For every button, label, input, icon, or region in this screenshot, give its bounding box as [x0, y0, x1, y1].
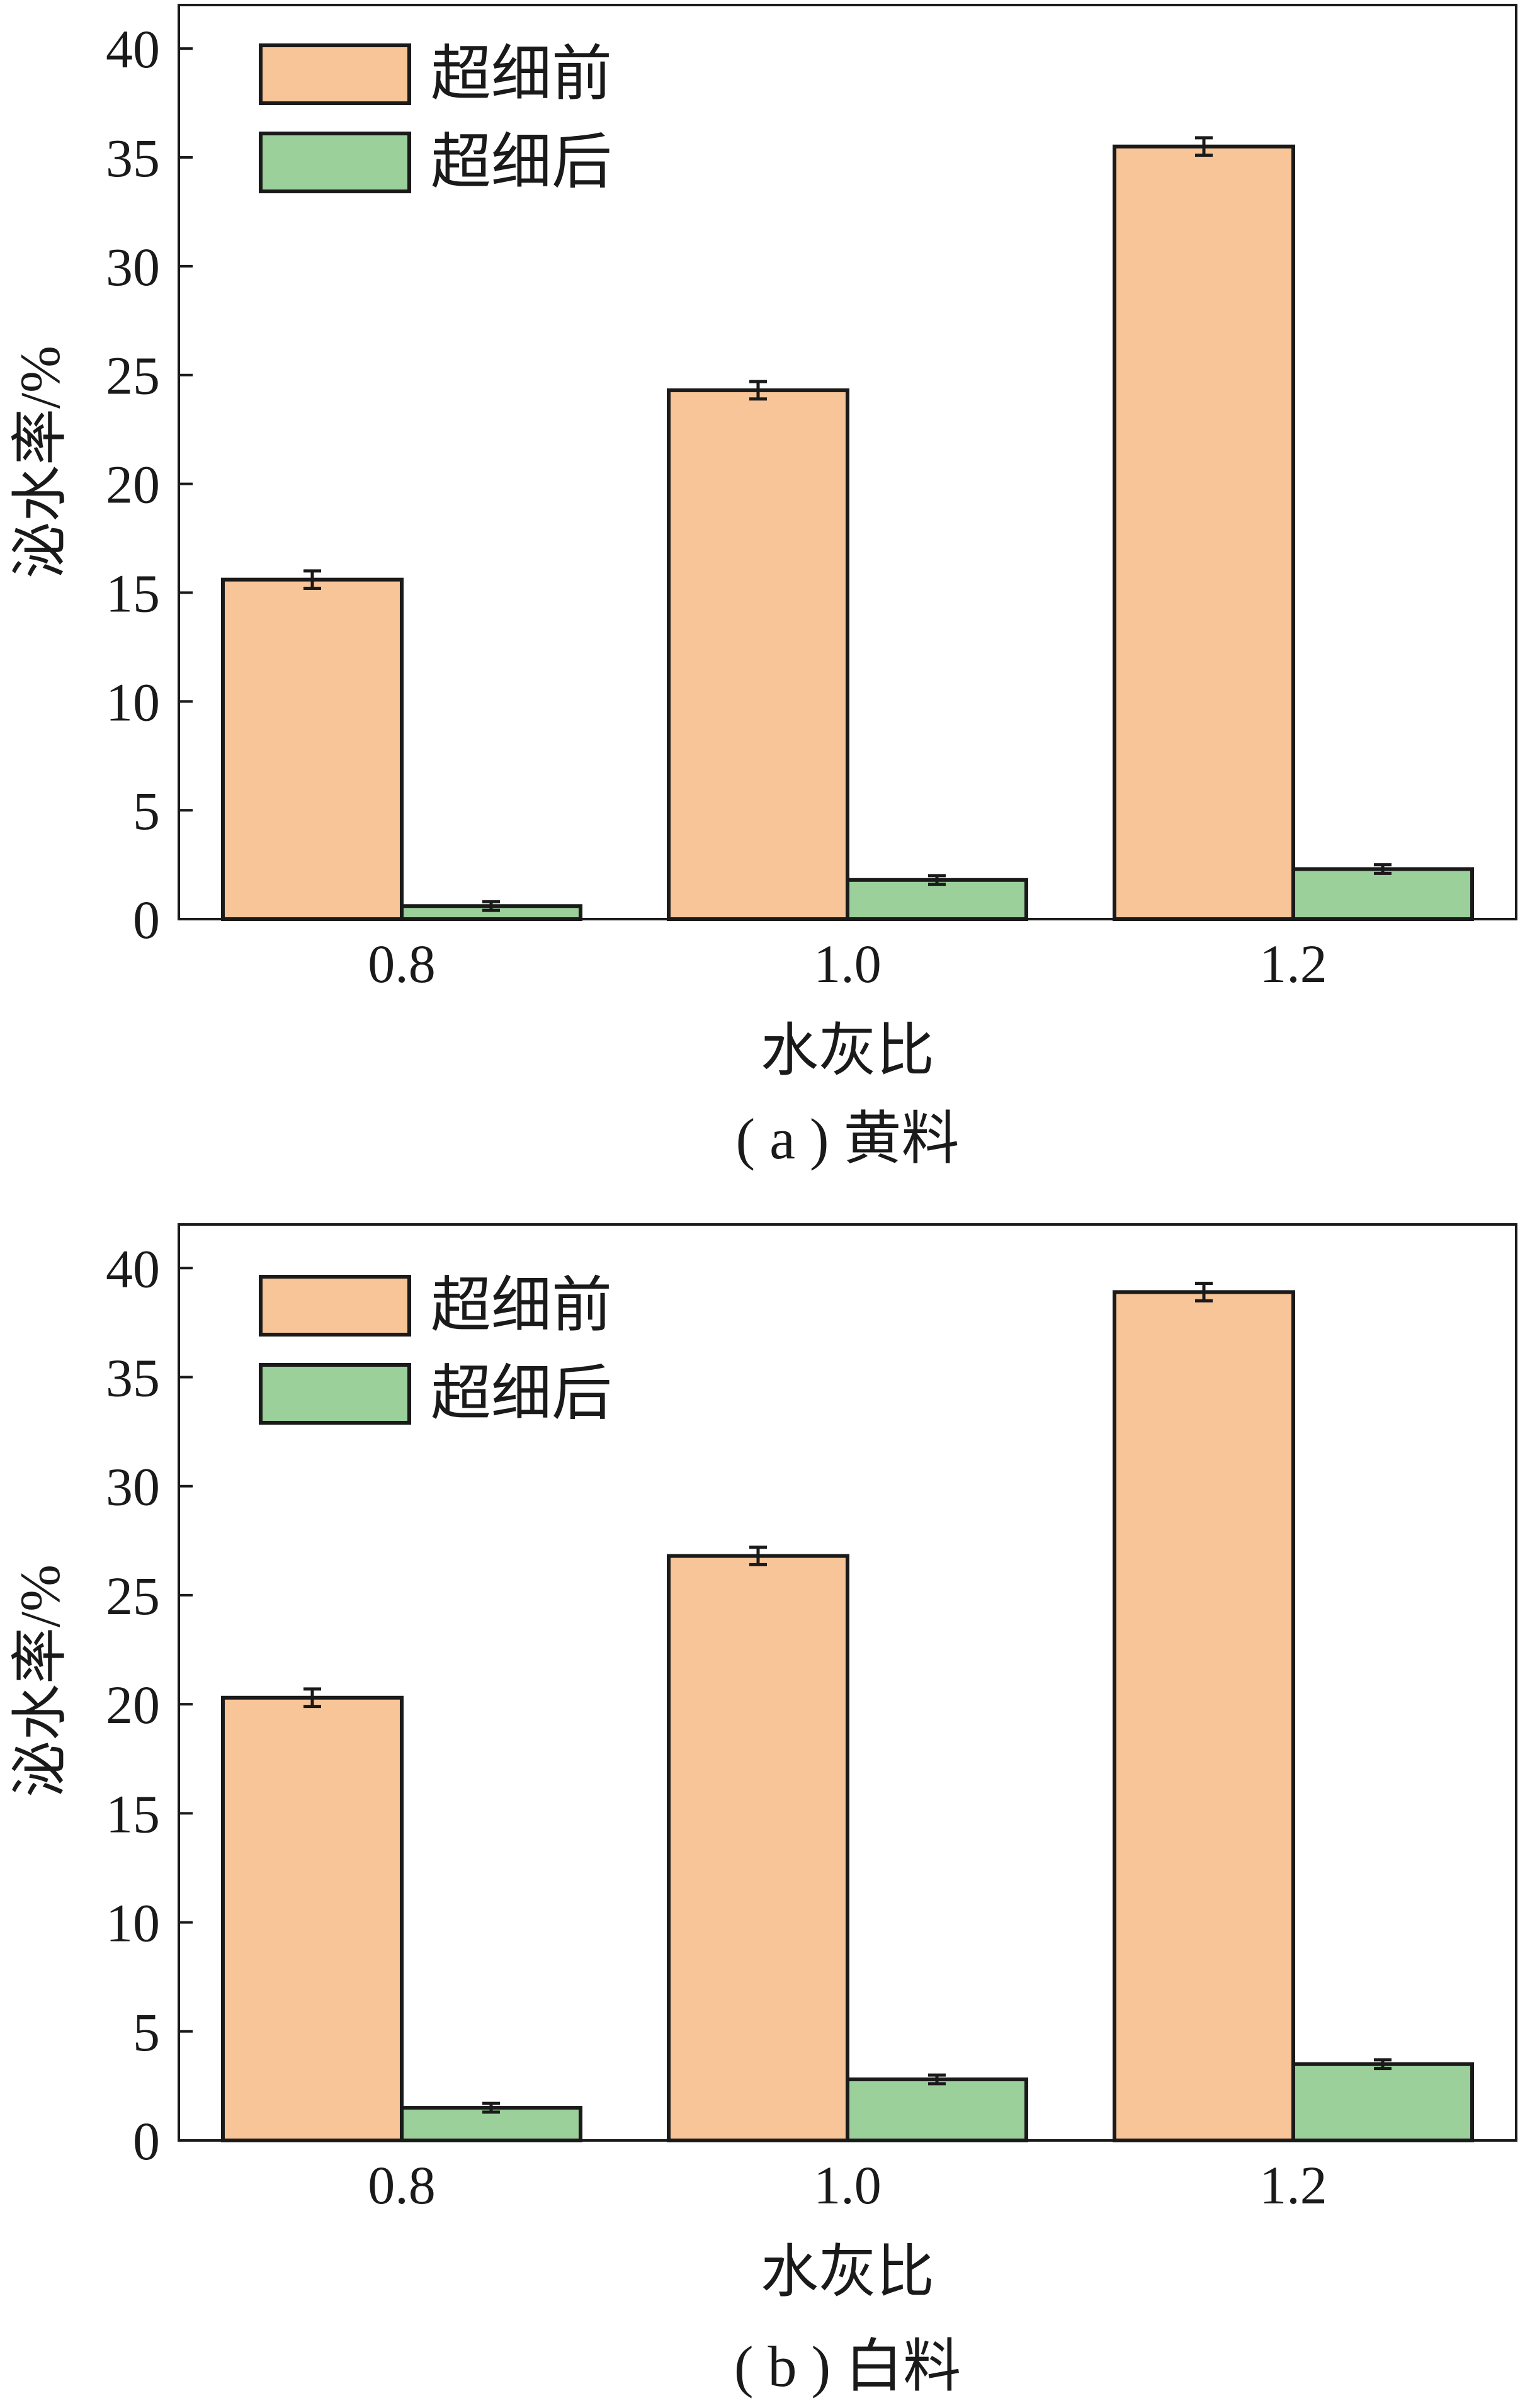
y-tick-label: 15: [106, 1783, 160, 1844]
y-tick-label: 5: [133, 2002, 160, 2062]
x-tick-label: 0.8: [368, 934, 436, 994]
bar: [1113, 144, 1295, 922]
y-tick-label: 5: [133, 781, 160, 841]
y-tick-label: 20: [106, 455, 160, 515]
y-tick-label: 0: [133, 890, 160, 950]
panel-caption: ( a ) 黄料: [735, 1107, 959, 1171]
y-tick-label: 35: [106, 128, 160, 188]
y-axis-label: 泌水率/%: [9, 1564, 72, 1797]
y-tick-label: 40: [106, 1238, 160, 1299]
legend-label: 超细后: [431, 128, 612, 196]
bar: [846, 878, 1028, 922]
legend-label: 超细前: [431, 1272, 612, 1339]
y-tick-label: 40: [106, 19, 160, 79]
x-tick-label: 1.0: [814, 2155, 882, 2215]
bar: [1291, 2062, 1474, 2142]
legend-label: 超细后: [431, 1360, 612, 1427]
x-tick-label: 1.2: [1259, 934, 1327, 994]
bar: [667, 388, 849, 921]
bar: [667, 1554, 849, 2143]
y-tick-label: 20: [106, 1675, 160, 1735]
legend-swatch: [259, 132, 411, 193]
legend-swatch: [259, 43, 411, 105]
bar: [221, 577, 404, 921]
bar: [846, 2077, 1028, 2142]
y-tick-label: 25: [106, 346, 160, 406]
legend-label: 超细前: [431, 40, 612, 108]
y-tick-label: 10: [106, 672, 160, 732]
x-axis-label: 水灰比: [761, 2240, 934, 2304]
bar: [1113, 1290, 1295, 2142]
y-tick-label: 30: [106, 1457, 160, 1517]
legend-swatch: [259, 1275, 411, 1337]
y-axis-label: 泌水率/%: [9, 346, 72, 579]
y-tick-label: 30: [106, 237, 160, 297]
bar: [1291, 867, 1474, 921]
y-tick-label: 10: [106, 1893, 160, 1953]
panel-caption: ( b ) 白料: [734, 2334, 961, 2399]
y-tick-label: 15: [106, 563, 160, 623]
legend-swatch: [259, 1363, 411, 1425]
x-tick-label: 1.2: [1259, 2155, 1327, 2215]
x-tick-label: 0.8: [368, 2155, 436, 2215]
y-tick-label: 25: [106, 1566, 160, 1626]
y-tick-label: 0: [133, 2111, 160, 2171]
bar: [221, 1695, 404, 2142]
y-tick-label: 35: [106, 1348, 160, 1408]
x-tick-label: 1.0: [814, 934, 882, 994]
x-axis-label: 水灰比: [761, 1019, 934, 1083]
